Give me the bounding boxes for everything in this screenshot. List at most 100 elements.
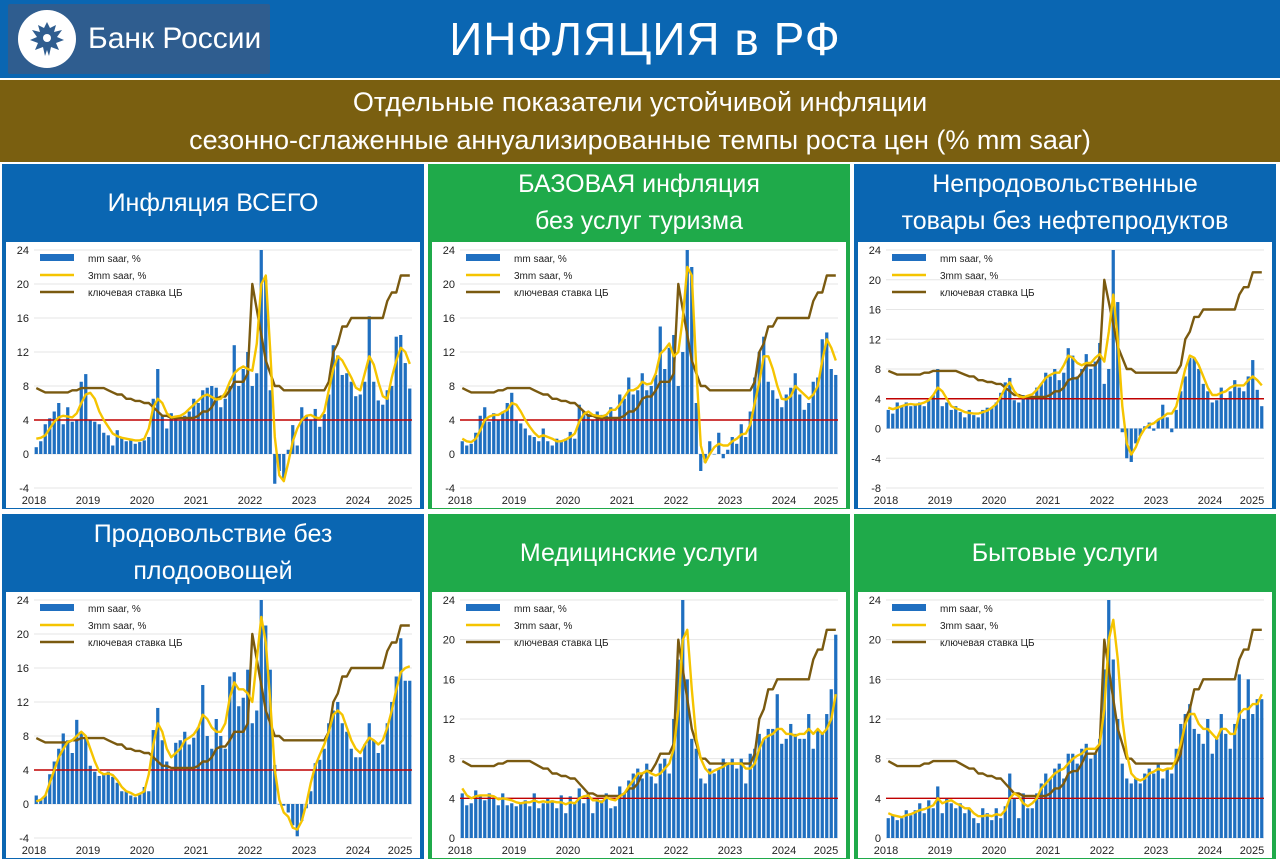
bar xyxy=(331,710,335,804)
bar xyxy=(1116,302,1120,429)
bar xyxy=(555,808,559,838)
bar xyxy=(1147,768,1151,838)
bar xyxy=(372,381,376,454)
x-tick-label: 2019 xyxy=(502,845,526,857)
bar xyxy=(1219,714,1223,838)
y-tick-label: 20 xyxy=(17,279,29,291)
bar xyxy=(1075,376,1079,429)
x-tick-label: 2024 xyxy=(346,845,370,857)
bar xyxy=(622,793,626,838)
bar xyxy=(367,723,371,804)
bar xyxy=(43,424,47,454)
bar xyxy=(1255,699,1259,838)
bar xyxy=(577,404,581,454)
key-rate-line xyxy=(461,274,836,420)
x-tick-label: 2023 xyxy=(1144,495,1168,507)
y-tick-label: 12 xyxy=(869,334,881,346)
bar xyxy=(1206,719,1210,838)
bar xyxy=(1228,748,1232,838)
y-tick-label: 12 xyxy=(17,697,29,709)
bar xyxy=(510,392,514,454)
bar xyxy=(79,381,83,454)
bar xyxy=(798,394,802,454)
legend-label: ключевая ставка ЦБ xyxy=(940,638,1035,649)
bar xyxy=(1102,669,1106,838)
legend-swatch xyxy=(40,254,74,261)
bar xyxy=(667,773,671,838)
bar xyxy=(1102,383,1106,429)
bar xyxy=(1012,798,1016,838)
bar xyxy=(34,795,38,804)
y-tick-label: 24 xyxy=(869,245,881,257)
bar xyxy=(52,761,56,804)
bar xyxy=(699,778,703,838)
bar xyxy=(102,432,106,454)
bar xyxy=(313,408,317,454)
legend-label: 3mm saar, % xyxy=(514,621,572,632)
bar xyxy=(390,702,394,804)
bar xyxy=(972,818,976,838)
bar xyxy=(766,381,770,454)
bar xyxy=(487,421,491,454)
bar xyxy=(1233,723,1237,838)
y-tick-label: 8 xyxy=(875,754,881,766)
bar xyxy=(784,738,788,838)
bar xyxy=(277,804,281,805)
y-tick-label: 8 xyxy=(875,364,881,376)
subtitle-band: Отдельные показатели устойчивой инфляции… xyxy=(0,80,1280,162)
bar xyxy=(318,426,322,454)
bar xyxy=(1120,763,1124,838)
bar xyxy=(381,744,385,804)
bar xyxy=(1260,699,1264,838)
bar xyxy=(115,430,119,454)
bar xyxy=(708,441,712,454)
bar xyxy=(595,411,599,454)
bar xyxy=(66,407,70,454)
bar xyxy=(636,768,640,838)
bar xyxy=(505,805,509,838)
bar xyxy=(1215,738,1219,838)
bar xyxy=(223,398,227,454)
bar xyxy=(775,398,779,454)
bar xyxy=(735,768,739,838)
bar xyxy=(147,437,151,454)
x-tick-label: 2024 xyxy=(346,495,370,507)
bar xyxy=(129,438,133,454)
bar xyxy=(1242,719,1246,838)
y-tick-label: 20 xyxy=(869,275,881,287)
bar xyxy=(546,798,550,838)
bar xyxy=(1242,391,1246,429)
y-tick-label: 20 xyxy=(443,635,455,647)
bar xyxy=(106,771,110,804)
panel-title: Инфляция ВСЕГО xyxy=(2,164,424,242)
legend-label: mm saar, % xyxy=(940,604,993,615)
bar xyxy=(111,445,115,454)
bar xyxy=(492,413,496,454)
bar xyxy=(1017,818,1021,838)
bar xyxy=(1039,383,1043,429)
bar xyxy=(1224,398,1228,429)
bar xyxy=(690,738,694,838)
y-tick-label: 4 xyxy=(449,415,455,427)
y-tick-label: 8 xyxy=(23,381,29,393)
bar xyxy=(730,437,734,454)
bar xyxy=(1098,738,1102,838)
bar xyxy=(618,786,622,838)
bar xyxy=(129,795,133,804)
x-tick-label: 2022 xyxy=(1090,495,1114,507)
bar xyxy=(165,761,169,804)
bar xyxy=(904,402,908,429)
bar xyxy=(1156,763,1160,838)
bar xyxy=(586,793,590,838)
bar xyxy=(120,791,124,804)
bar xyxy=(1044,372,1048,429)
x-tick-label: 2022 xyxy=(664,495,688,507)
bar xyxy=(93,421,97,454)
bar xyxy=(568,431,572,454)
y-tick-label: 12 xyxy=(869,714,881,726)
legend-label: 3mm saar, % xyxy=(88,621,146,632)
bar xyxy=(949,803,953,838)
bar xyxy=(1206,391,1210,429)
bar xyxy=(268,390,272,454)
x-tick-label: 2021 xyxy=(184,495,208,507)
